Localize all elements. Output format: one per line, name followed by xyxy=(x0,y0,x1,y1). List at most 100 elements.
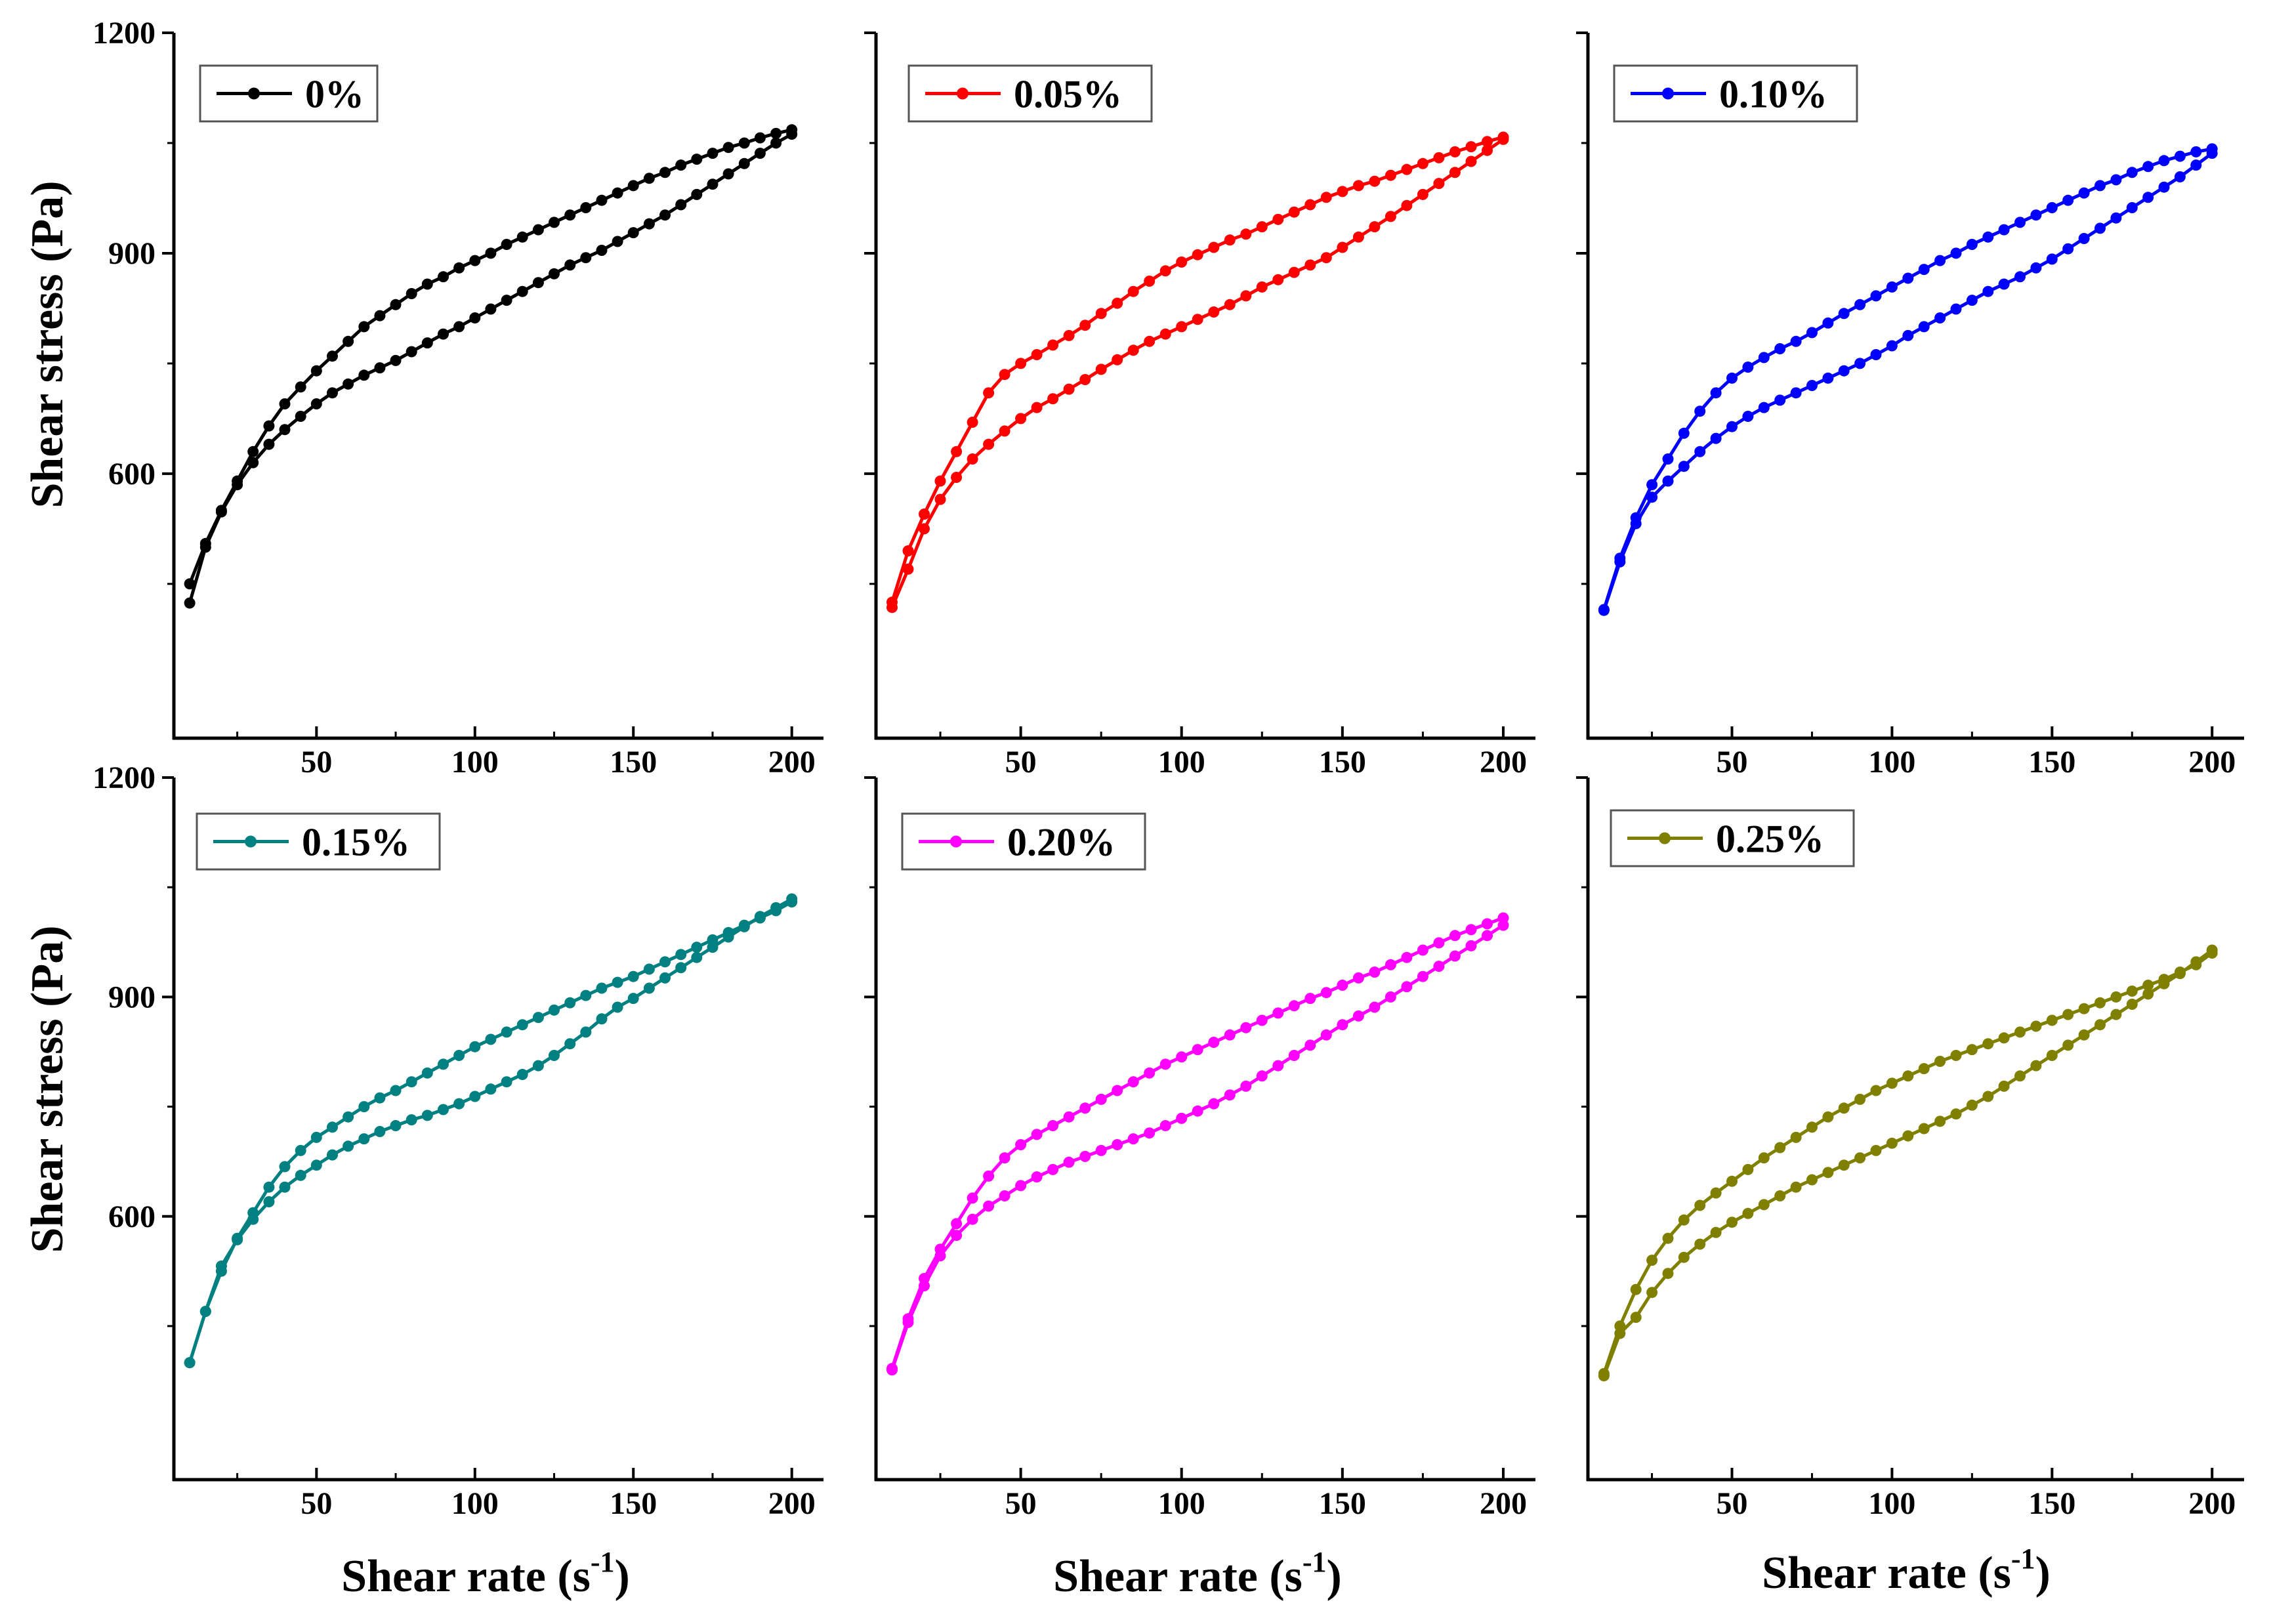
data-point xyxy=(934,493,946,505)
y-axis-title-top: Shear stress (Pa) xyxy=(22,180,73,508)
data-point xyxy=(1417,157,1428,169)
data-point xyxy=(1320,252,1332,264)
data-point xyxy=(2030,209,2042,221)
series-line-up xyxy=(188,128,793,585)
data-point xyxy=(421,278,433,290)
data-point xyxy=(1449,167,1461,178)
data-point xyxy=(2142,988,2154,1000)
data-point xyxy=(1288,1000,1300,1012)
data-point xyxy=(934,475,946,487)
series-line-down xyxy=(1602,152,2213,611)
data-point xyxy=(1192,314,1203,325)
data-point xyxy=(1790,1131,1802,1143)
data-point xyxy=(1482,930,1493,942)
data-point xyxy=(919,523,930,535)
data-point xyxy=(1337,980,1348,991)
data-point xyxy=(2158,155,2170,167)
series-line-down xyxy=(890,138,1505,608)
data-point xyxy=(1758,402,1770,413)
data-point xyxy=(1337,241,1348,253)
data-point xyxy=(1208,1098,1220,1110)
data-point xyxy=(951,1218,963,1230)
data-point xyxy=(754,132,766,144)
data-point xyxy=(1079,320,1091,331)
data-point xyxy=(1982,285,1994,297)
data-point xyxy=(902,563,914,575)
data-point xyxy=(1806,1121,1818,1133)
data-point xyxy=(215,1260,227,1272)
data-point xyxy=(232,479,243,491)
data-point xyxy=(999,425,1010,437)
data-point xyxy=(1870,1144,1882,1156)
data-point xyxy=(564,997,576,1009)
data-point xyxy=(1806,1174,1818,1186)
x-tick-label: 150 xyxy=(1319,1486,1366,1521)
panel-1: 50 100 150 200 600 900 1200 0% xyxy=(93,16,823,780)
data-point xyxy=(627,227,639,239)
data-point xyxy=(1854,1152,1866,1164)
data-point xyxy=(1790,1181,1802,1193)
data-point xyxy=(1031,1171,1043,1183)
data-point xyxy=(738,157,750,169)
series-line-down xyxy=(188,897,793,1364)
data-point xyxy=(1710,432,1722,444)
data-point xyxy=(2190,146,2202,157)
data-point xyxy=(453,1098,465,1110)
data-point xyxy=(1176,1112,1188,1124)
data-point xyxy=(2030,1060,2042,1072)
data-point xyxy=(295,381,306,393)
data-point xyxy=(1320,1029,1332,1041)
data-point xyxy=(485,247,497,259)
panel-4: 50 100 150 200 600 900 1200 0.15% xyxy=(93,760,823,1521)
data-point xyxy=(2174,150,2186,162)
data-point xyxy=(1159,265,1171,277)
data-point xyxy=(549,268,560,280)
x-tick-label: 100 xyxy=(1158,1486,1205,1521)
x-tick-label: 150 xyxy=(610,1486,657,1521)
data-point xyxy=(2190,956,2202,968)
data-point xyxy=(1497,133,1509,145)
legend: 0.05% xyxy=(907,64,1153,123)
data-point xyxy=(549,1050,560,1061)
data-point xyxy=(343,378,354,390)
data-point xyxy=(438,271,449,283)
data-point xyxy=(1838,308,1850,320)
data-point xyxy=(2062,243,2074,255)
data-point xyxy=(1694,1199,1706,1211)
data-point xyxy=(934,1250,946,1262)
data-point xyxy=(786,129,798,140)
data-point xyxy=(469,1091,481,1102)
data-point xyxy=(247,446,259,457)
data-point xyxy=(374,362,386,374)
data-point xyxy=(516,1019,528,1031)
data-point xyxy=(1240,290,1252,302)
data-point xyxy=(532,277,544,289)
data-point xyxy=(1144,276,1156,287)
data-point xyxy=(1950,247,1962,259)
data-point xyxy=(485,303,497,315)
data-point xyxy=(1047,339,1059,351)
data-point xyxy=(310,1159,322,1171)
panel-2: 50 100 150 200 0.05% xyxy=(864,31,1535,780)
data-point xyxy=(1822,1167,1834,1178)
data-point xyxy=(1433,937,1445,949)
data-point xyxy=(1966,1099,1978,1111)
data-point xyxy=(2094,1019,2106,1031)
data-point xyxy=(886,1364,898,1376)
data-point xyxy=(1822,317,1834,329)
data-point xyxy=(1870,349,1882,360)
data-point xyxy=(1047,393,1059,405)
data-point xyxy=(1998,278,2010,290)
data-point xyxy=(1320,987,1332,999)
data-point xyxy=(1256,221,1268,233)
data-point xyxy=(1304,1039,1316,1051)
data-point xyxy=(1079,1102,1091,1114)
data-point xyxy=(886,602,898,614)
data-point xyxy=(453,321,465,333)
x-axis-title-base: Shear rate (s xyxy=(1053,1551,1302,1602)
data-point xyxy=(263,438,275,450)
data-point xyxy=(1063,1111,1075,1123)
data-point xyxy=(1176,256,1188,268)
panel-3: 50 100 150 200 0.10% xyxy=(1576,31,2244,780)
data-point xyxy=(199,1306,211,1318)
